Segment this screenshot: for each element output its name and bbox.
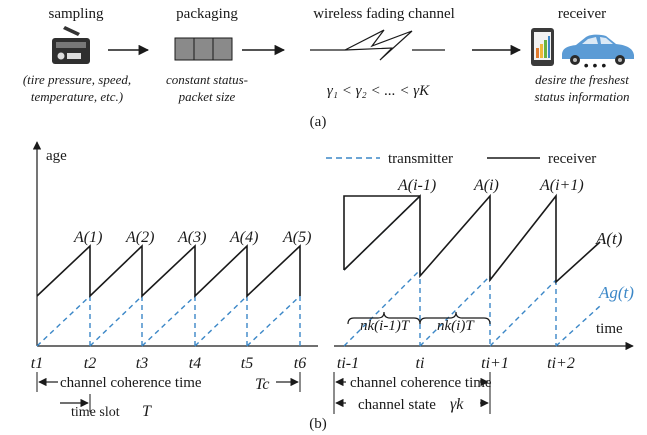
- slot-label: time slot: [71, 405, 120, 420]
- lightning-icon: [310, 29, 445, 61]
- peak-label-ai+1: A(i+1): [539, 177, 584, 194]
- curve-label-transmitter: Ag(t): [598, 283, 634, 302]
- x-axis-label: time: [596, 321, 623, 337]
- peak-label-a4: A(4): [229, 229, 258, 246]
- sensor-icon: [52, 26, 90, 64]
- receiver-note-line2: status information: [535, 89, 630, 104]
- tick-t2: t2: [84, 355, 96, 372]
- coherence-right-label: channel coherence time: [350, 375, 492, 391]
- coherence-left-symbol: Tc: [255, 376, 270, 393]
- sampling-note-line2: temperature, etc.): [31, 89, 123, 104]
- tick-ti-1: ti-1: [337, 355, 359, 372]
- legend-transmitter-label: transmitter: [388, 151, 453, 167]
- peak-label-a3: A(3): [177, 229, 206, 246]
- curve-label-receiver: A(t): [595, 229, 623, 248]
- caption-a: (a): [310, 114, 327, 130]
- packaging-note-line2: packet size: [178, 89, 236, 104]
- tick-ti+1: ti+1: [481, 355, 509, 372]
- car-icon: [562, 34, 634, 65]
- brace-right: [419, 311, 491, 325]
- stage-title-sampling: sampling: [49, 6, 104, 22]
- ellipsis-icon: • • •: [584, 57, 607, 73]
- stage-title-receiver: receiver: [558, 6, 606, 22]
- peak-label-a1: A(1): [73, 229, 102, 246]
- brace-left: [347, 311, 421, 325]
- channel-formula: γ₁ < γ₂ < ... < γK: [327, 83, 430, 99]
- caption-b: (b): [309, 416, 327, 432]
- brace-label-1: nk(i-1)T: [360, 318, 411, 334]
- tick-t5: t5: [241, 355, 253, 372]
- tick-ti: ti: [416, 355, 425, 372]
- peak-label-a2: A(2): [125, 229, 154, 246]
- right-receiver-curve: [343, 195, 420, 270]
- stage-title-channel: wireless fading channel: [313, 6, 455, 22]
- packaging-note-line1: constant status-: [166, 72, 248, 87]
- peak-label-a5: A(5): [282, 229, 311, 246]
- left-receiver-curve: [36, 244, 301, 298]
- brace-label-2: nk(i)T: [437, 318, 475, 334]
- left-transmitter-curve: [36, 295, 301, 347]
- tick-ti+2: ti+2: [547, 355, 575, 372]
- slot-symbol: T: [142, 403, 152, 420]
- stage-title-packaging: packaging: [176, 6, 238, 22]
- state-label: channel state: [358, 397, 436, 413]
- age-plot: age time transmitter receiver A(1) A(2) …: [31, 141, 634, 432]
- pipeline: sampling packaging wireless fading chann…: [23, 6, 634, 130]
- right-transmitter-curve: [343, 195, 601, 347]
- coherence-left-label: channel coherence time: [60, 375, 202, 391]
- right-receiver-curve-2: [343, 193, 601, 284]
- legend-receiver-label: receiver: [548, 151, 596, 167]
- tick-t6: t6: [294, 355, 306, 372]
- receiver-note-line1: desire the freshest: [535, 72, 629, 87]
- peak-label-ai-1: A(i-1): [397, 177, 436, 194]
- packet-icon: [174, 37, 233, 61]
- phone-icon: [531, 28, 554, 66]
- sampling-note-line1: (tire pressure, speed,: [23, 72, 131, 87]
- tick-t3: t3: [136, 355, 148, 372]
- tick-t1: t1: [31, 355, 43, 372]
- y-axis-label: age: [46, 148, 67, 164]
- tick-t4: t4: [189, 355, 201, 372]
- peak-label-ai: A(i): [473, 177, 499, 194]
- state-symbol: γk: [450, 396, 464, 413]
